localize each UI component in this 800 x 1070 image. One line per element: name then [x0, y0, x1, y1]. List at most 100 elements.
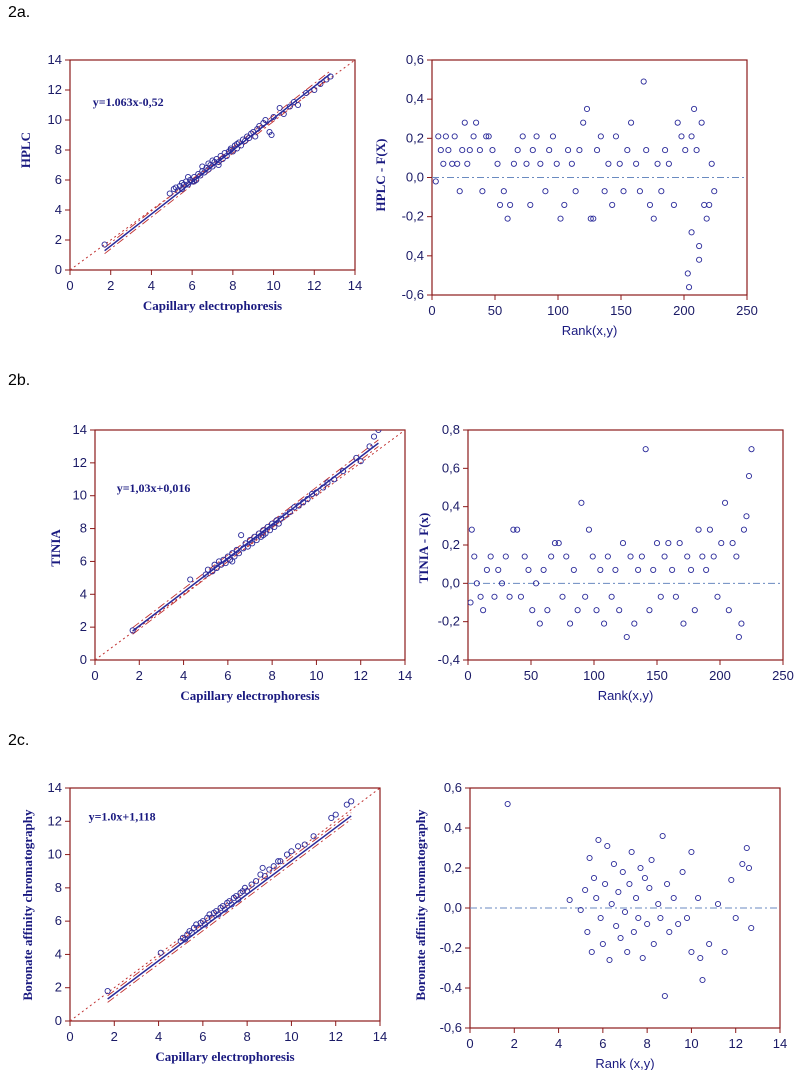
- 2c-residual-y-tick-label: 0,4: [444, 820, 462, 835]
- 2b-residual-x-tick-label: 100: [583, 668, 605, 683]
- 2a-residual-data-point: [553, 160, 560, 167]
- 2a-scatter-data-point: [317, 80, 324, 88]
- 2a-scatter-data-point: [185, 173, 192, 181]
- 2b-residual-x-tick-label: 50: [524, 668, 538, 683]
- 2b-scatter-data-point: [331, 476, 338, 483]
- section-label-2b: 2b.: [8, 372, 31, 389]
- 2c-scatter-upper-limit-line: [107, 812, 352, 997]
- 2c-residual-data-point: [624, 948, 631, 956]
- 2c-residual-data-point: [621, 908, 629, 916]
- 2b-residual-y-axis-label: TINIA - F(x): [416, 513, 431, 584]
- 2b-residual-data-point: [582, 593, 589, 600]
- 2b-residual-data-point: [638, 553, 645, 560]
- 2c-scatter-x-tick-label: 2: [111, 1029, 118, 1044]
- 2a-residual-y-tick-label: 0,4: [406, 91, 424, 106]
- 2c-scatter-data-point: [252, 878, 260, 885]
- 2b-scatter-data-point: [231, 553, 238, 560]
- 2b-scatter-y-tick-label: 8: [80, 521, 87, 536]
- 2c-scatter-data-point: [244, 888, 251, 895]
- 2c-scatter-data-point: [328, 814, 335, 822]
- 2b-residual-data-point: [487, 553, 494, 560]
- 2b-residual-data-point: [657, 593, 664, 600]
- 2b-residual-data-point: [748, 446, 755, 453]
- 2a-scatter-equation: y=1.063x-0,52: [93, 95, 164, 109]
- 2c-scatter-y-tick-label: 4: [55, 946, 62, 961]
- 2c-scatter-y-tick-label: 0: [55, 1013, 62, 1028]
- 2c-scatter-data-point: [235, 896, 242, 903]
- 2c-residual-x-tick-label: 0: [466, 1036, 473, 1051]
- 2a-residual-data-point: [514, 147, 521, 154]
- 2a-scatter-data-point: [303, 89, 310, 97]
- 2a-residual-data-point: [464, 160, 471, 167]
- 2b-residual-data-point: [608, 593, 615, 600]
- 2c-residual-data-point: [613, 922, 620, 930]
- 2b-residual-data-point: [510, 526, 517, 533]
- 2c-residual-data-point: [597, 914, 604, 922]
- 2c-scatter-equation: y=1.0x+1,118: [89, 810, 156, 824]
- 2b-residual-data-point: [593, 607, 600, 614]
- 2a-residual-data-point: [708, 160, 715, 167]
- 2a-scatter-data-point: [286, 103, 293, 110]
- 2c-residual-data-point: [617, 934, 624, 942]
- 2a-residual-data-point: [489, 147, 496, 154]
- 2b-residual-data-point: [498, 580, 506, 587]
- 2b-scatter-data-point: [313, 489, 320, 496]
- 2a-residual-data-point: [688, 229, 695, 236]
- 2b-scatter-y-tick-label: 10: [73, 488, 87, 503]
- 2a-scatter-data-point: [290, 98, 297, 106]
- 2c-residual-data-point: [721, 948, 728, 956]
- 2c-scatter-x-tick-label: 14: [373, 1029, 387, 1044]
- 2c-scatter-data-point: [202, 921, 209, 928]
- 2c-residual-data-point: [739, 860, 746, 868]
- 2c-scatter-y-tick-label: 8: [55, 880, 62, 895]
- 2c-residual-data-point: [584, 928, 591, 936]
- 2a-residual-data-point: [624, 147, 631, 154]
- 2a-scatter-data-point: [221, 149, 228, 157]
- section-label-2c: 2c.: [8, 732, 30, 749]
- 2b-scatter-y-axis-label: TINIA: [48, 529, 63, 567]
- 2b-residual-data-point: [714, 593, 721, 600]
- 2b-residual-data-point: [710, 553, 717, 560]
- 2b-residual-data-point: [627, 553, 634, 560]
- 2c-scatter-data-point: [261, 873, 268, 880]
- 2b-scatter-y-tick-label: 4: [80, 586, 87, 601]
- 2a-residual-data-point: [546, 147, 553, 154]
- 2b-scatter-data-point: [300, 499, 307, 506]
- 2b-scatter-fit-line: [132, 442, 379, 632]
- 2b-residual-data-point: [567, 620, 574, 627]
- 2a-residual-data-point: [523, 160, 530, 167]
- 2a-residual-data-point: [466, 147, 473, 154]
- 2c-residual-data-point: [697, 954, 704, 962]
- 2a-residual-data-point: [537, 160, 544, 167]
- 2b-residual-data-point: [616, 607, 623, 614]
- 2a-scatter-y-axis-label: HPLC: [18, 132, 33, 168]
- 2a-residual-data-point: [445, 147, 452, 154]
- 2b-residual-y-tick-label: 0,0: [442, 575, 460, 590]
- 2b-scatter-data-point: [260, 532, 267, 539]
- 2a-scatter-x-tick-label: 8: [229, 278, 236, 293]
- 2a-scatter-y-tick-label: 6: [55, 172, 62, 187]
- 2b-residual-data-point: [506, 593, 513, 600]
- 2a-residual-y-tick-label: 0,6: [406, 52, 424, 67]
- 2b-residual-y-tick-label: 0,4: [442, 499, 460, 514]
- 2a-scatter-data-point: [180, 181, 188, 188]
- 2c-scatter-x-axis-label: Capillary electrophoresis: [155, 1049, 294, 1064]
- 2a-residual-y-tick-label: 0,2: [406, 130, 424, 145]
- 2a-scatter-x-tick-label: 12: [307, 278, 321, 293]
- 2c-residual-data-point: [641, 874, 648, 882]
- 2b-residual-data-point: [597, 566, 604, 573]
- 2a-residual-data-point: [640, 78, 647, 85]
- 2c-residual-data-point: [619, 868, 626, 876]
- 2a-scatter-y-tick-label: 14: [48, 52, 62, 67]
- 2a-residual-y-tick-label: 0,4: [406, 248, 424, 263]
- 2a-scatter-plot-frame: [69, 59, 356, 271]
- 2b-residual-data-point: [585, 526, 593, 533]
- 2a-residual-data-point: [494, 160, 501, 167]
- 2b-residual-data-point: [495, 566, 502, 573]
- 2a-scatter-x-axis-label: Capillary electrophoresis: [143, 298, 282, 313]
- 2c-residual-data-point: [644, 920, 651, 928]
- 2b-scatter-y-tick-label: 0: [80, 652, 87, 667]
- 2a-scatter-data-point: [101, 241, 108, 248]
- 2b-scatter-data-point: [222, 560, 229, 567]
